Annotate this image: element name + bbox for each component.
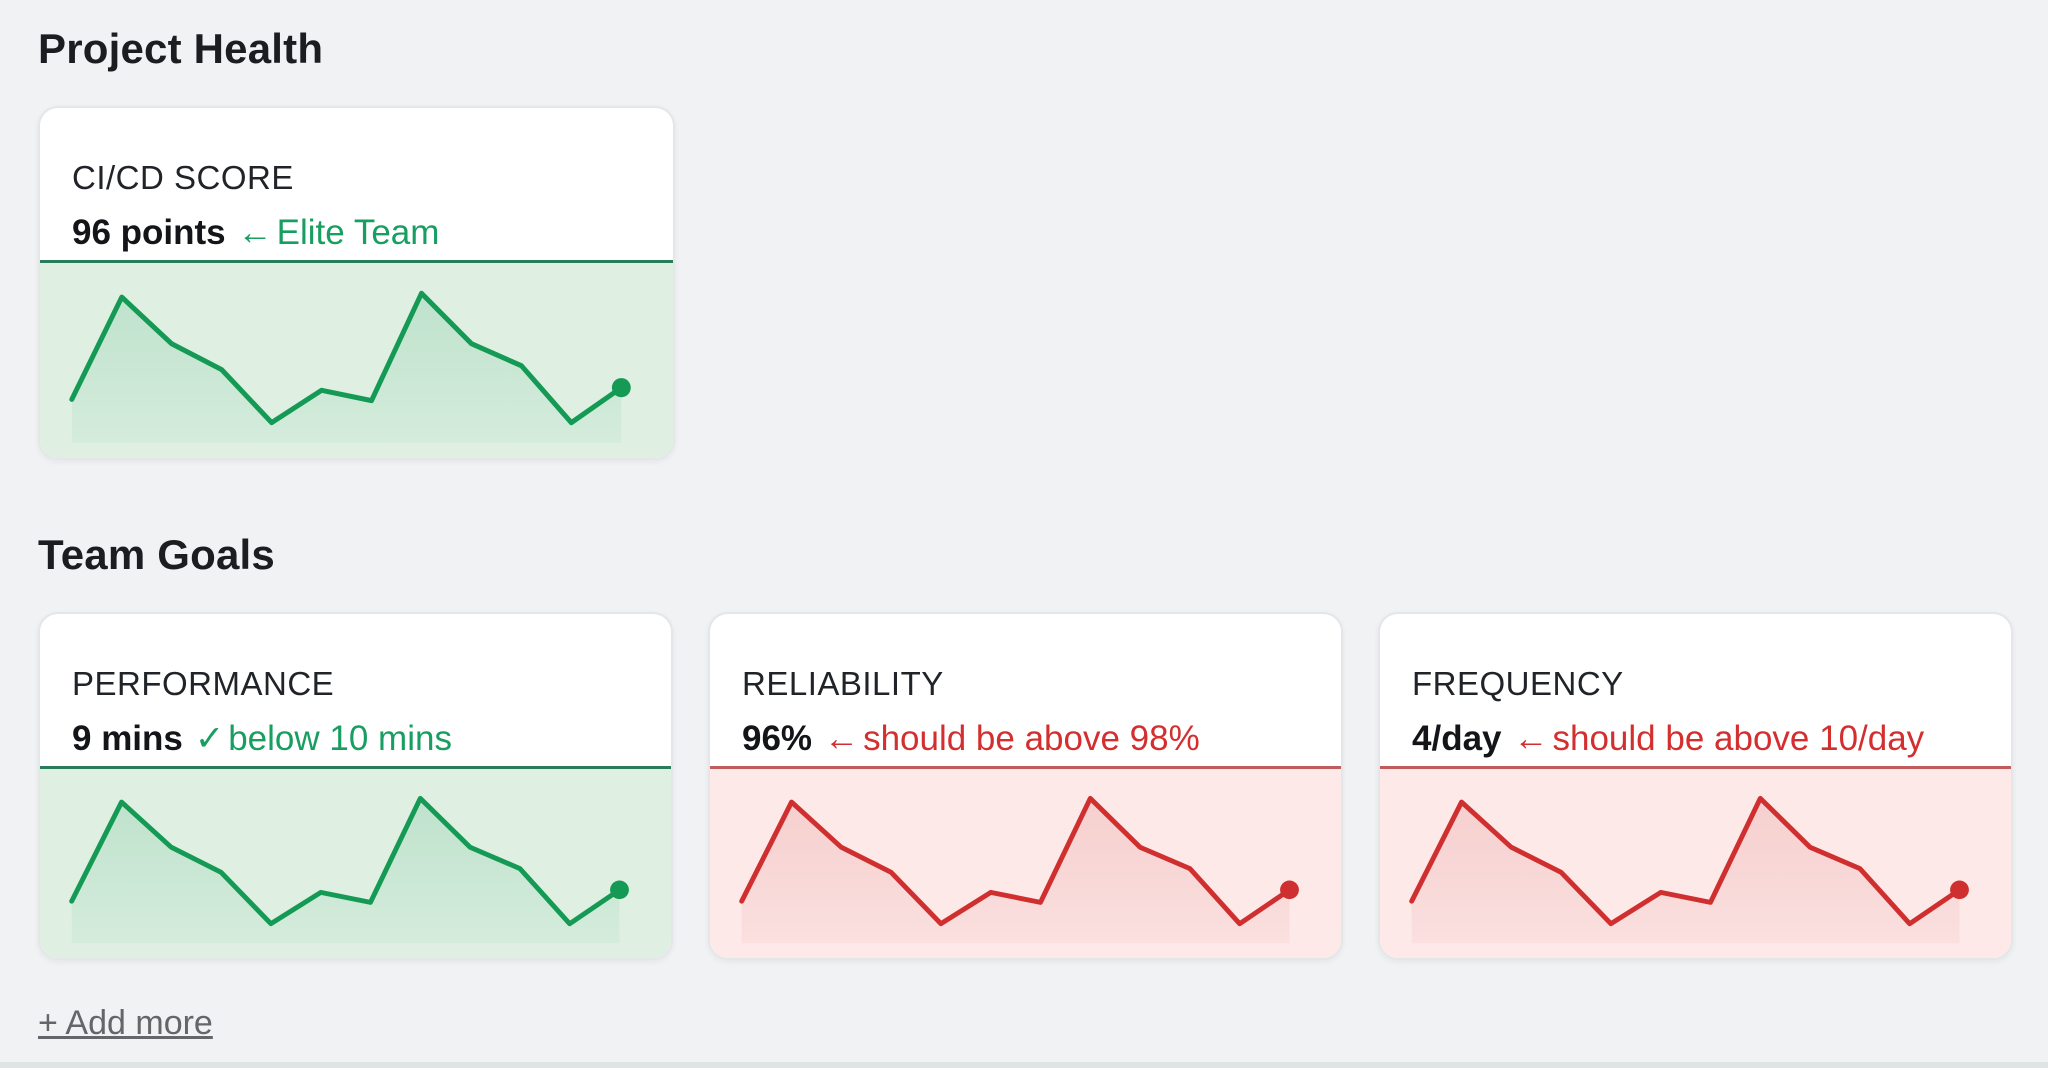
metric-title: RELIABILITY bbox=[742, 665, 944, 702]
card-divider bbox=[1380, 766, 2011, 769]
metric-status: ← should be above 10/day bbox=[1502, 719, 1925, 758]
card-header: FREQUENCY 4/day ← should be above 10/day bbox=[1380, 614, 2011, 766]
metric-value-line: 4/day ← should be above 10/day bbox=[1412, 718, 1979, 760]
status-text: below 10 mins bbox=[228, 719, 452, 758]
team-goals-card-row: PERFORMANCE 9 mins ✓ below 10 mins RELIABI… bbox=[38, 612, 2013, 960]
sparkline-chart bbox=[40, 769, 671, 958]
sparkline-line bbox=[739, 795, 1292, 927]
metric-value-line: 96 points ← Elite Team bbox=[72, 212, 641, 254]
sparkline-line bbox=[69, 795, 622, 927]
check-icon: ✓ bbox=[194, 719, 225, 758]
metric-value: 96 points bbox=[72, 213, 226, 252]
card-header: CI/CD SCORE 96 points ← Elite Team bbox=[40, 108, 673, 260]
metric-status: ← Elite Team bbox=[226, 213, 440, 252]
status-text: Elite Team bbox=[276, 213, 440, 252]
sparkline-svg bbox=[739, 795, 1299, 944]
sparkline-area-fill bbox=[71, 798, 620, 944]
sparkline-line bbox=[69, 290, 624, 426]
metric-title: FREQUENCY bbox=[1412, 665, 1624, 702]
left-arrow-icon: ← bbox=[1513, 719, 1549, 758]
section-heading-team-goals: Team Goals bbox=[38, 531, 275, 578]
metric-value: 9 mins bbox=[72, 719, 183, 758]
sparkline-chart bbox=[40, 263, 673, 458]
metric-card-ci-cd-score[interactable]: CI/CD SCORE 96 points ← Elite Team bbox=[38, 106, 675, 460]
card-divider bbox=[710, 766, 1341, 769]
sparkline-line bbox=[1409, 795, 1962, 927]
sparkline-endpoint-dot bbox=[611, 378, 631, 398]
project-health-dashboard: Project Health CI/CD SCORE 96 points ← Eli… bbox=[38, 24, 2013, 1042]
sparkline-endpoint-dot bbox=[1950, 880, 1969, 900]
sparkline-svg bbox=[69, 290, 631, 443]
card-header: RELIABILITY 96% ← should be above 98% bbox=[710, 614, 1341, 766]
metric-value-line: 9 mins ✓ below 10 mins bbox=[72, 718, 639, 760]
add-more-link[interactable]: + Add more bbox=[38, 1004, 213, 1042]
sparkline-svg bbox=[1409, 795, 1969, 944]
window-bottom-edge bbox=[0, 1062, 2048, 1068]
sparkline-chart bbox=[1380, 769, 2011, 958]
status-text: should be above 98% bbox=[863, 719, 1200, 758]
metric-title: CI/CD SCORE bbox=[72, 159, 294, 196]
section-heading-project-health: Project Health bbox=[38, 25, 324, 72]
metric-title: PERFORMANCE bbox=[72, 665, 335, 702]
sparkline-svg bbox=[69, 795, 629, 944]
metric-status: ← should be above 98% bbox=[812, 719, 1200, 758]
card-header: PERFORMANCE 9 mins ✓ below 10 mins bbox=[40, 614, 671, 766]
metric-card-performance[interactable]: PERFORMANCE 9 mins ✓ below 10 mins bbox=[38, 612, 673, 960]
left-arrow-icon: ← bbox=[237, 213, 273, 252]
metric-card-frequency[interactable]: FREQUENCY 4/day ← should be above 10/day bbox=[1378, 612, 2013, 960]
metric-value: 96% bbox=[742, 719, 813, 758]
metric-value-line: 96% ← should be above 98% bbox=[742, 718, 1309, 760]
sparkline-endpoint-dot bbox=[610, 880, 629, 900]
sparkline-chart bbox=[710, 769, 1341, 958]
card-divider bbox=[40, 260, 673, 263]
status-text: should be above 10/day bbox=[1552, 719, 1925, 758]
sparkline-area-fill bbox=[71, 293, 622, 443]
dashboard-sections: Project Health CI/CD SCORE 96 points ← Eli… bbox=[38, 24, 2013, 960]
sparkline-endpoint-dot bbox=[1280, 880, 1299, 900]
project-health-card-row: CI/CD SCORE 96 points ← Elite Team bbox=[38, 106, 2013, 460]
left-arrow-icon: ← bbox=[824, 719, 860, 758]
card-divider bbox=[40, 766, 671, 769]
sparkline-area-fill bbox=[1411, 798, 1960, 944]
sparkline-area-fill bbox=[741, 798, 1290, 944]
metric-value: 4/day bbox=[1412, 719, 1502, 758]
metric-status: ✓ below 10 mins bbox=[183, 719, 452, 758]
metric-card-reliability[interactable]: RELIABILITY 96% ← should be above 98% bbox=[708, 612, 1343, 960]
